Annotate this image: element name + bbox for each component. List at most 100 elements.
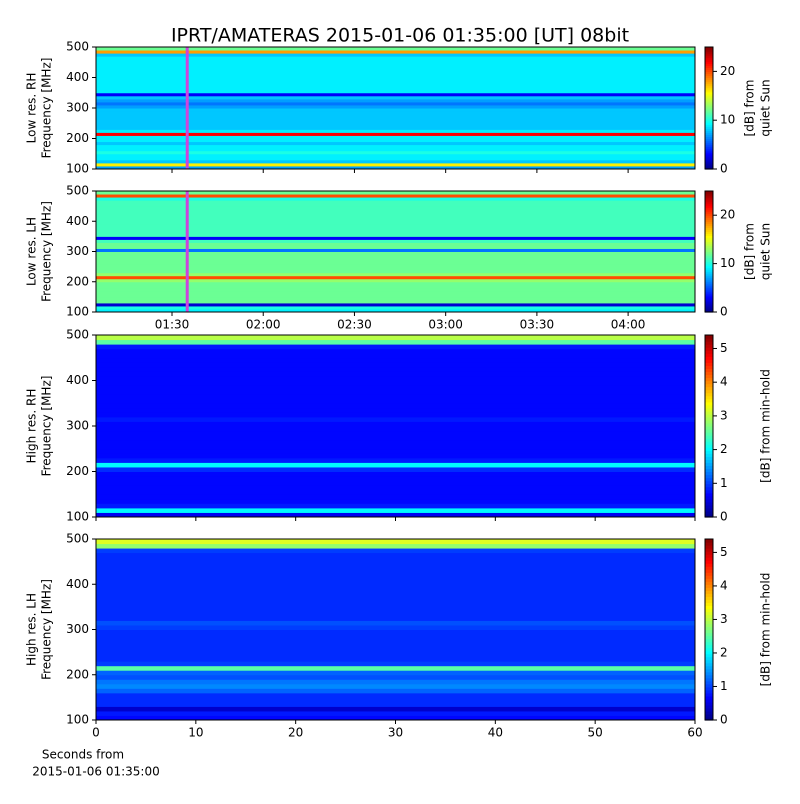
- colorbar-swatch: [705, 644, 713, 649]
- spectrum-band: [96, 141, 695, 146]
- y-tick-label: 100: [66, 510, 89, 524]
- spectrum-band: [96, 80, 695, 85]
- spectrum-band: [96, 710, 695, 716]
- colorbar-swatch: [705, 209, 713, 212]
- colorbar-swatch: [705, 353, 713, 357]
- colorbar-swatch: [705, 450, 713, 454]
- colorbar-swatch: [705, 132, 713, 136]
- colorbar-swatch: [705, 154, 713, 158]
- spectrum-band: [96, 254, 695, 259]
- y-tick-label: 300: [66, 244, 89, 258]
- spectrum-band: [96, 457, 695, 463]
- spectrum-band: [96, 275, 695, 280]
- colorbar-swatch: [705, 211, 713, 214]
- colorbar-swatch: [705, 395, 713, 400]
- spectrum-band: [96, 215, 695, 219]
- colorbar-swatch: [705, 683, 713, 688]
- y-tick-label: 400: [66, 373, 89, 387]
- y-tick-label: 500: [66, 328, 89, 342]
- spectrum-band: [96, 661, 695, 667]
- spectrum-band: [96, 593, 695, 599]
- spectrum-band: [96, 230, 695, 234]
- spectrum-band: [96, 566, 695, 572]
- colorbar-swatch: [705, 605, 713, 609]
- colorbar-swatch: [705, 233, 713, 236]
- spectrum-band: [96, 95, 695, 100]
- colorbar-swatch: [705, 674, 713, 679]
- colorbar-swatch: [705, 245, 713, 249]
- spectrum-band: [96, 50, 695, 54]
- colorbar-swatch: [705, 138, 713, 142]
- spectrum-band: [96, 68, 695, 72]
- colorbar-swatch: [705, 404, 713, 409]
- colorbar-swatch: [705, 255, 713, 259]
- spectrum-band: [96, 679, 695, 685]
- colorbar-swatch: [705, 73, 713, 77]
- spectrum-band: [96, 206, 695, 210]
- colorbar-tick-label: 3: [720, 612, 728, 626]
- colorbar-swatch: [705, 156, 713, 160]
- colorbar-swatch: [705, 474, 713, 479]
- colorbar-swatch: [705, 243, 713, 247]
- colorbar-swatch: [705, 239, 713, 243]
- spectrum-band: [96, 117, 695, 121]
- colorbar-swatch: [705, 668, 713, 673]
- colorbar-swatch: [705, 432, 713, 436]
- colorbar-tick-label: 1: [720, 476, 728, 490]
- colorbar-swatch: [705, 207, 713, 210]
- colorbar-swatch: [705, 480, 713, 485]
- colorbar-swatch: [705, 259, 713, 263]
- spectrum-band: [96, 439, 695, 445]
- spectrum-band: [96, 65, 695, 69]
- spectrum-band: [96, 394, 695, 400]
- colorbar-swatch: [705, 623, 713, 628]
- colorbar-tick-label: 1: [720, 679, 728, 693]
- x-tick-label: 40: [488, 726, 503, 740]
- colorbar-swatch: [705, 77, 713, 81]
- colorbar-swatch: [705, 108, 713, 111]
- colorbar-swatch: [705, 275, 713, 279]
- spectrum-band: [96, 203, 695, 207]
- spectrum-band: [96, 692, 695, 698]
- colorbar-swatch: [705, 223, 713, 226]
- colorbar-swatch: [705, 193, 713, 196]
- spectrum-band: [96, 462, 695, 468]
- colorbar-swatch: [705, 677, 713, 682]
- spectrum-band: [96, 56, 695, 60]
- colorbar-tick-label: 0: [720, 510, 728, 524]
- spectrum-band: [96, 471, 695, 477]
- colorbar-label: [dB] from: [743, 80, 757, 137]
- spectrum-band: [96, 375, 695, 381]
- spectrum-band: [96, 498, 695, 504]
- colorbar-swatch: [705, 79, 713, 83]
- spectrum-band: [96, 697, 695, 703]
- spectrum-band: [96, 224, 695, 228]
- spectrum-band: [96, 89, 695, 94]
- colorbar-swatch: [705, 114, 713, 117]
- spectrum-band: [96, 153, 695, 158]
- spectrum-band: [96, 489, 695, 495]
- colorbar-swatch: [705, 566, 713, 570]
- colorbar-tick-label: 4: [720, 578, 728, 592]
- spectrum-band: [96, 53, 695, 57]
- colorbar-swatch: [705, 416, 713, 421]
- colorbar-swatch: [705, 374, 713, 379]
- colorbar-swatch: [705, 67, 713, 70]
- spectrum-band: [96, 575, 695, 581]
- y-axis-label: Frequency [MHz]: [40, 58, 54, 159]
- colorbar-swatch: [705, 401, 713, 406]
- colorbar-swatch: [705, 629, 713, 634]
- spectrum-band: [96, 588, 695, 594]
- colorbar-tick-label: 10: [720, 256, 735, 270]
- colorbar-swatch: [705, 662, 713, 667]
- y-tick-label: 300: [66, 101, 89, 115]
- spectrum-band: [96, 512, 695, 518]
- colorbar-swatch: [705, 217, 713, 220]
- colorbar-swatch: [705, 148, 713, 152]
- colorbar-swatch: [705, 122, 713, 125]
- x-tick-label: 50: [588, 726, 603, 740]
- colorbar-swatch: [705, 231, 713, 234]
- colorbar-swatch: [705, 410, 713, 415]
- spectrum-band: [96, 62, 695, 66]
- spectrum-band: [96, 144, 695, 149]
